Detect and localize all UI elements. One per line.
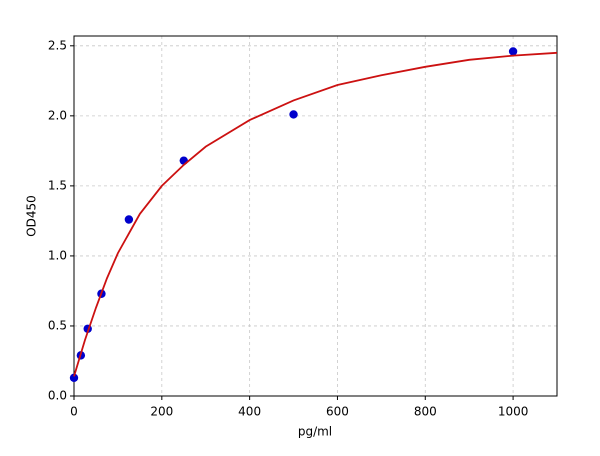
y-axis-label: OD450	[25, 195, 39, 237]
x-axis-label: pg/ml	[298, 425, 332, 439]
y-tick-label: 0.0	[48, 389, 67, 403]
x-tick-label: 600	[326, 405, 349, 419]
data-point	[179, 156, 188, 165]
y-tick-label: 0.5	[48, 318, 67, 332]
y-tick-label: 1.5	[48, 178, 67, 192]
data-point	[289, 110, 298, 119]
plot-frame	[73, 35, 558, 397]
y-tick-label: 2.5	[48, 38, 67, 52]
x-tick-label: 800	[414, 405, 437, 419]
y-tick-label: 2.0	[48, 108, 67, 122]
x-tick-label: 200	[150, 405, 173, 419]
x-tick-label: 1000	[498, 405, 529, 419]
data-point	[508, 47, 518, 56]
data-point	[69, 373, 79, 382]
fit-curve	[73, 51, 558, 377]
x-tick-label: 0	[70, 405, 78, 419]
data-point	[124, 215, 134, 224]
x-tick-label: 400	[238, 405, 261, 419]
y-tick-label: 1.0	[48, 248, 67, 262]
